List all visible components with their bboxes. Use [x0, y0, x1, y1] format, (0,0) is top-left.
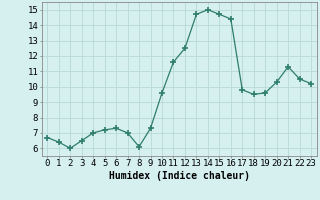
X-axis label: Humidex (Indice chaleur): Humidex (Indice chaleur)	[109, 171, 250, 181]
